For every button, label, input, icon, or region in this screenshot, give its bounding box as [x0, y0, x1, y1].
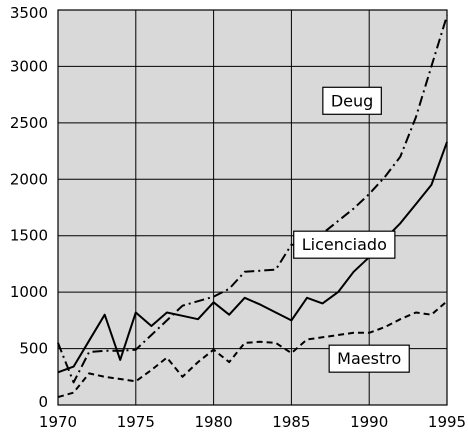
y-tick-label: 1000	[10, 283, 48, 301]
x-tick-label: 1995	[428, 413, 466, 431]
label-box-licenciado	[293, 230, 396, 259]
plot-background	[58, 10, 447, 405]
y-tick-label: 500	[19, 340, 48, 358]
axis-ticks: 1970 1975 1980 1985 1990 1995 0 500 1000 1500 2000…	[10, 4, 466, 431]
label-maestro: Maestro	[328, 344, 410, 373]
x-tick-label: 1990	[350, 413, 388, 431]
label-box-maestro	[328, 344, 410, 373]
label-text-deug: Deug	[331, 91, 373, 110]
label-licenciado: Licenciado	[293, 230, 396, 259]
label-deug: Deug	[322, 86, 382, 115]
x-tick-label: 1985	[272, 413, 310, 431]
y-tick-label: 3000	[10, 57, 48, 75]
inline-labels: Deug Licenciado Maestro	[293, 86, 410, 373]
label-text-maestro: Maestro	[337, 349, 401, 368]
label-box-deug	[322, 86, 382, 115]
y-tick-label: 3500	[10, 4, 48, 22]
y-tick-label: 0	[38, 393, 48, 411]
y-tick-label: 2000	[10, 170, 48, 188]
series-line-deug	[57, 15, 448, 384]
series-line-maestro	[57, 300, 448, 399]
x-tick-label: 1970	[39, 413, 77, 431]
x-tick-label: 1980	[195, 413, 233, 431]
y-tick-label: 1500	[10, 227, 48, 245]
plot-frame	[57, 9, 448, 406]
y-tick-label: 2500	[10, 114, 48, 132]
x-tick-label: 1975	[117, 413, 155, 431]
label-text-licenciado: Licenciado	[302, 235, 387, 254]
